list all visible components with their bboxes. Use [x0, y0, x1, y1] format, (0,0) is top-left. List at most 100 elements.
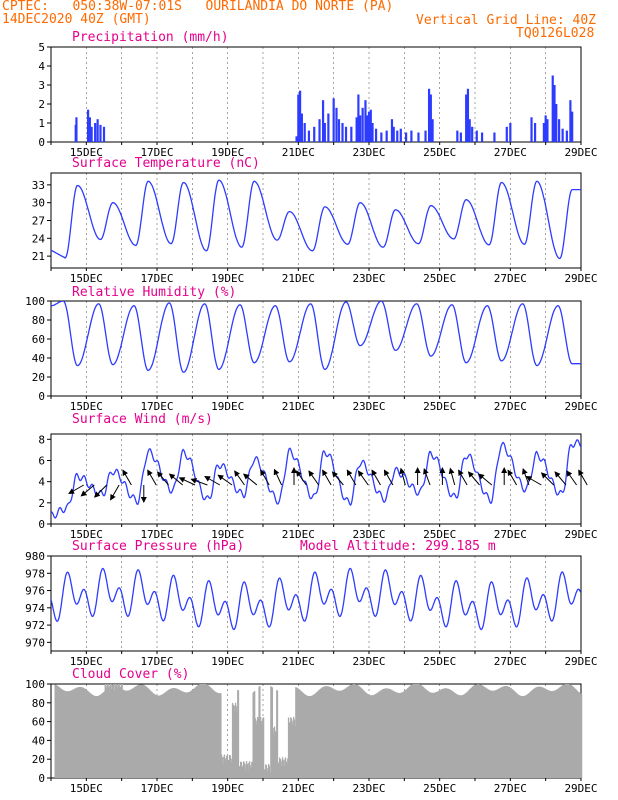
cloud-bar	[231, 702, 234, 778]
cloud-bar	[286, 764, 288, 778]
cloud-bar	[567, 684, 569, 778]
cloud-bar	[162, 693, 165, 778]
cloud-bar	[310, 696, 312, 778]
cloud-bar	[272, 734, 274, 778]
cloud-bar	[199, 684, 201, 778]
header-model: TQ0126L028	[516, 26, 595, 41]
cloud-bar	[244, 769, 246, 778]
cloud-bar	[226, 755, 228, 778]
cloud-bar	[167, 690, 170, 778]
cloud-bar	[225, 761, 227, 778]
cloud-bar	[358, 686, 360, 778]
cloud-bar	[574, 688, 576, 778]
cloud-bar	[240, 761, 242, 778]
x-tick-label: 21DEC	[282, 146, 315, 159]
cloud-bar	[181, 691, 184, 778]
cloud-bar	[123, 690, 125, 778]
cloud-bar	[293, 716, 295, 778]
cloud-bar	[208, 686, 210, 778]
cloud-bar	[176, 688, 179, 778]
precip-bar	[295, 136, 298, 142]
cloud-bar	[446, 688, 448, 778]
cloud-bar	[351, 684, 354, 778]
y-tick-label: 100	[25, 678, 45, 691]
cloud-bar	[373, 694, 375, 778]
y-tick-label: 80	[32, 697, 45, 710]
cloud-bar	[424, 689, 427, 778]
cloud-bar	[165, 691, 168, 778]
cloud-bar	[224, 758, 226, 778]
precip-bar	[367, 111, 371, 142]
y-tick-label: 20	[32, 753, 45, 766]
cloud-bar	[421, 685, 423, 778]
precip-bar	[480, 132, 484, 142]
cloud-bar	[325, 686, 327, 778]
cloud-bar	[577, 691, 580, 778]
cloud-bar	[563, 684, 565, 778]
cloud-bar	[171, 688, 173, 778]
cloud-bar	[139, 684, 141, 778]
cloud-bar	[377, 692, 380, 778]
cloud-bar	[424, 688, 426, 778]
cloud-bar	[252, 692, 254, 778]
cloud-bar	[459, 695, 461, 778]
cloud-bar	[139, 684, 142, 778]
cloud-bar	[137, 685, 140, 778]
cloud-bar	[112, 684, 114, 778]
cloud-bar	[578, 692, 580, 778]
cloud-bar	[337, 690, 339, 778]
cloud-bar	[463, 694, 465, 778]
precip-bar	[399, 128, 402, 142]
x-tick-label: 17DEC	[140, 655, 173, 668]
cloud-bar	[374, 694, 377, 778]
cloud-bar	[434, 692, 436, 778]
cloud-bar	[238, 766, 240, 778]
cloud-bar	[519, 695, 522, 778]
cloud-bar	[207, 685, 209, 778]
cloud-bar	[540, 686, 542, 778]
cloud-bar	[234, 702, 237, 778]
wind-vector	[346, 469, 357, 486]
precip-bar	[571, 111, 574, 142]
precip-bar	[344, 126, 348, 142]
cloud-bar	[527, 694, 529, 778]
x-tick-label: 27DEC	[494, 146, 527, 159]
y-tick-label: 30	[32, 197, 45, 210]
precip-bar	[405, 132, 408, 142]
cloud-bar	[348, 686, 350, 778]
cloud-bar	[472, 686, 474, 778]
cloud-bar	[270, 686, 272, 778]
cloud-bar	[78, 687, 81, 778]
cloud-bar	[463, 694, 466, 778]
cloud-bar	[262, 718, 264, 778]
cloud-bar	[212, 690, 215, 778]
cloud-bar	[312, 694, 315, 778]
cloud-bar	[156, 695, 159, 778]
cloud-bar	[440, 689, 442, 778]
cloud-bar	[147, 688, 149, 778]
cloud-bar	[421, 686, 424, 778]
cloud-bar	[249, 765, 251, 778]
cloud-bar	[82, 687, 84, 778]
cloud-bar	[469, 689, 471, 778]
cloud-bar	[65, 691, 67, 778]
x-tick-label: 27DEC	[494, 528, 527, 541]
cloud-bar	[537, 686, 539, 778]
cloud-bar	[229, 755, 231, 778]
y-tick-label: 33	[32, 179, 45, 192]
cloud-bar	[99, 695, 101, 778]
cloud-bar	[335, 690, 338, 778]
cloud-bar	[457, 694, 459, 778]
cloud-bar	[131, 688, 134, 778]
cloud-bar	[548, 690, 550, 778]
cloud-bar	[310, 695, 313, 778]
wind-vector	[168, 473, 184, 486]
cloud-bar	[81, 687, 83, 778]
cloud-bar	[345, 688, 347, 778]
cloud-bar	[132, 688, 134, 778]
x-tick-label: 29DEC	[564, 782, 597, 795]
cloud-bar	[204, 684, 207, 778]
cloud-bar	[243, 761, 245, 778]
cloud-bar	[157, 695, 159, 778]
precip-bar	[459, 132, 462, 142]
